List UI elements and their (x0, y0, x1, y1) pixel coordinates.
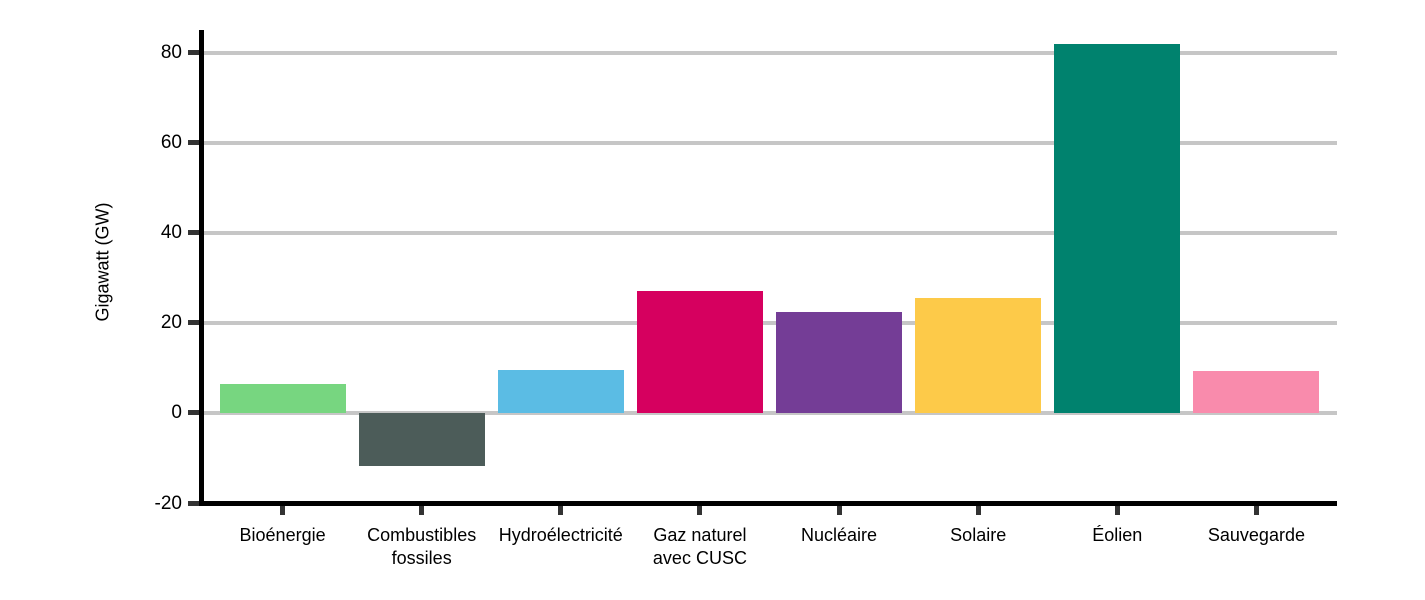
y-tick-label-40: 40 (160, 222, 182, 244)
gridline-80 (202, 50, 1337, 55)
x-tick-2 (558, 506, 564, 515)
x-tick-1 (419, 506, 425, 515)
x-tick-label-1: Combustibles fossiles (367, 525, 477, 568)
bar-éolien (1054, 44, 1181, 413)
x-tick-label-0: Bioénergie (239, 525, 326, 545)
x-tick-label-7: Sauvegarde (1207, 525, 1305, 545)
y-tick-40 (188, 230, 199, 236)
bar-bioénergie (219, 384, 346, 413)
y-axis-line (199, 30, 204, 506)
y-tick-20 (188, 320, 199, 326)
x-tick-label-6: Éolien (1092, 525, 1143, 545)
y-tick-label-80: 80 (160, 42, 182, 64)
y-tick--20 (188, 500, 199, 506)
bar-gaz-naturel-avec-cusc (636, 291, 763, 413)
x-tick-4 (836, 506, 842, 515)
x-tick-0 (280, 506, 286, 515)
y-tick-60 (188, 140, 199, 146)
gridline-60 (202, 140, 1337, 145)
y-tick-label-0: 0 (171, 402, 182, 424)
bar-sauvegarde (1193, 371, 1320, 413)
y-tick-label--20: -20 (154, 492, 182, 514)
x-tick-6 (1114, 506, 1120, 515)
x-tick-5 (975, 506, 981, 515)
bar-nucléaire (776, 311, 903, 413)
bar-solaire (915, 298, 1042, 413)
x-tick-3 (697, 506, 703, 515)
bar-combustibles-fossiles (358, 412, 485, 467)
x-tick-7 (1253, 506, 1259, 515)
y-tick-0 (188, 410, 199, 416)
gridline-40 (202, 230, 1337, 235)
x-tick-label-3: Gaz naturel avec CUSC (652, 525, 747, 568)
x-axis-line (199, 501, 1337, 506)
gridline-0 (202, 410, 1337, 415)
y-tick-label-20: 20 (160, 312, 182, 334)
x-tick-label-2: Hydroélectricité (498, 525, 623, 545)
x-tick-label-5: Solaire (950, 525, 1007, 545)
y-tick-label-60: 60 (160, 132, 182, 154)
y-tick-80 (188, 50, 199, 56)
bar-hydroélectricité (497, 370, 624, 413)
gridline-20 (202, 320, 1337, 325)
x-tick-label-4: Nucléaire (801, 525, 878, 545)
